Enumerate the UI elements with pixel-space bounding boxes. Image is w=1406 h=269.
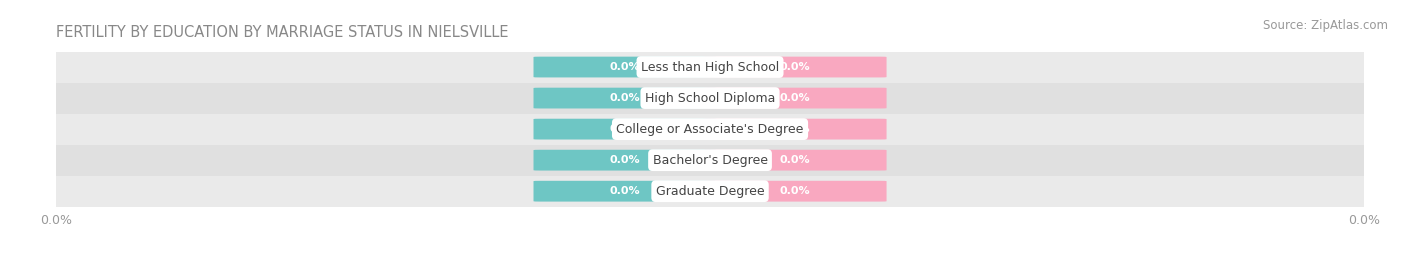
Text: 0.0%: 0.0% — [610, 155, 640, 165]
Text: Less than High School: Less than High School — [641, 61, 779, 73]
Text: 0.0%: 0.0% — [780, 155, 810, 165]
FancyBboxPatch shape — [533, 88, 717, 108]
Text: FERTILITY BY EDUCATION BY MARRIAGE STATUS IN NIELSVILLE: FERTILITY BY EDUCATION BY MARRIAGE STATU… — [56, 25, 509, 40]
FancyBboxPatch shape — [703, 181, 887, 201]
Text: 0.0%: 0.0% — [610, 93, 640, 103]
FancyBboxPatch shape — [533, 181, 717, 201]
Bar — [56, 52, 1364, 83]
Text: Bachelor's Degree: Bachelor's Degree — [652, 154, 768, 167]
Text: College or Associate's Degree: College or Associate's Degree — [616, 123, 804, 136]
Bar — [56, 145, 1364, 176]
FancyBboxPatch shape — [703, 119, 887, 140]
Text: 0.0%: 0.0% — [780, 186, 810, 196]
FancyBboxPatch shape — [533, 57, 717, 77]
Text: Source: ZipAtlas.com: Source: ZipAtlas.com — [1263, 19, 1388, 32]
FancyBboxPatch shape — [533, 150, 717, 171]
Text: Graduate Degree: Graduate Degree — [655, 185, 765, 198]
FancyBboxPatch shape — [703, 150, 887, 171]
Text: 0.0%: 0.0% — [610, 186, 640, 196]
FancyBboxPatch shape — [703, 57, 887, 77]
Text: High School Diploma: High School Diploma — [645, 91, 775, 105]
FancyBboxPatch shape — [533, 119, 717, 140]
Bar — [56, 83, 1364, 114]
Bar — [56, 114, 1364, 145]
Text: 0.0%: 0.0% — [610, 62, 640, 72]
Text: 0.0%: 0.0% — [780, 62, 810, 72]
Text: 0.0%: 0.0% — [610, 124, 640, 134]
Text: 0.0%: 0.0% — [780, 124, 810, 134]
Bar — [56, 176, 1364, 207]
FancyBboxPatch shape — [703, 88, 887, 108]
Text: 0.0%: 0.0% — [780, 93, 810, 103]
